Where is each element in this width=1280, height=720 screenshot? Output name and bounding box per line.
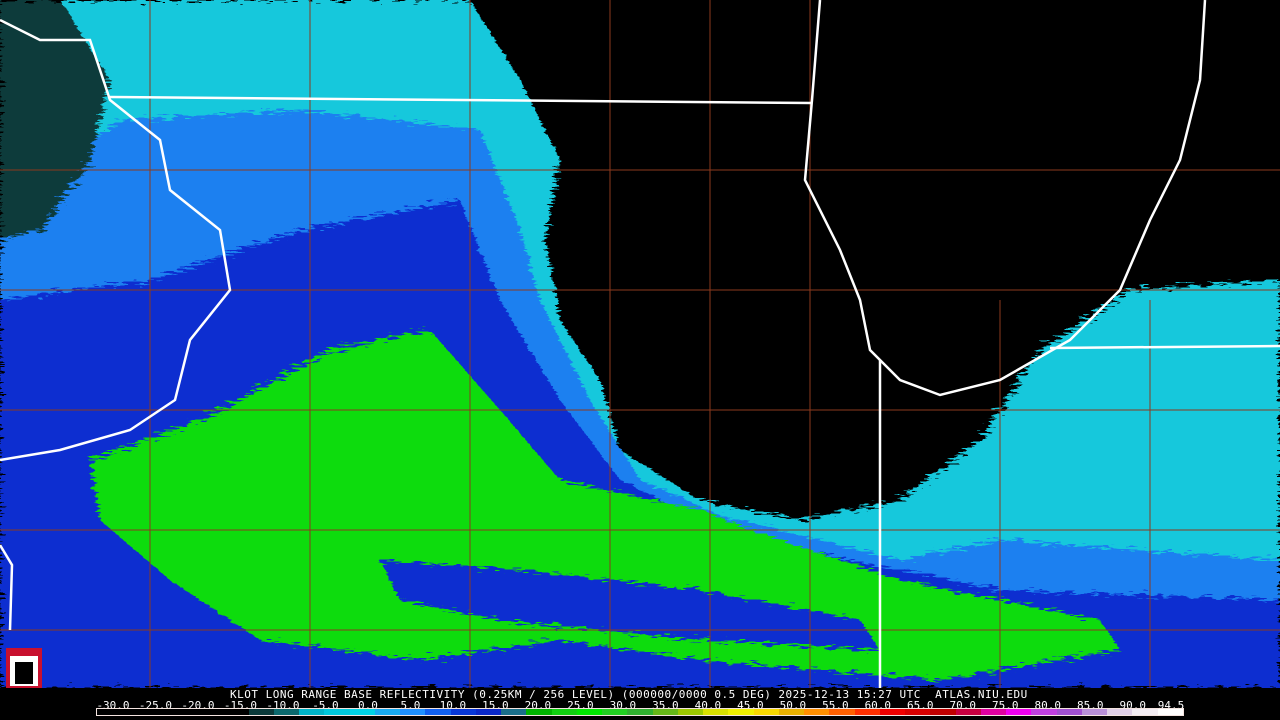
color-swatch xyxy=(1081,709,1107,715)
color-swatch xyxy=(248,709,274,715)
color-swatch xyxy=(753,709,779,715)
color-scale-bar xyxy=(96,708,1184,716)
echo-dark-band xyxy=(0,0,110,240)
color-swatch xyxy=(1056,709,1082,715)
color-swatch xyxy=(652,709,678,715)
color-swatch xyxy=(551,709,577,715)
color-swatch xyxy=(879,709,905,715)
color-swatch xyxy=(804,709,830,715)
echo-blue-band xyxy=(380,560,880,650)
color-swatch xyxy=(425,709,451,715)
color-swatch xyxy=(526,709,552,715)
color-swatch xyxy=(273,709,299,715)
color-swatch xyxy=(223,709,249,715)
color-swatch xyxy=(854,709,880,715)
color-swatch xyxy=(501,709,527,715)
color-swatch xyxy=(172,709,198,715)
color-swatch xyxy=(955,709,981,715)
color-swatch xyxy=(980,709,1006,715)
color-swatch xyxy=(703,709,729,715)
color-swatch xyxy=(778,709,804,715)
color-swatch xyxy=(349,709,375,715)
reflectivity-echoes xyxy=(0,0,1280,688)
color-swatch xyxy=(400,709,426,715)
color-swatch xyxy=(450,709,476,715)
color-swatch xyxy=(1157,709,1183,715)
color-swatch xyxy=(147,709,173,715)
color-swatch xyxy=(905,709,931,715)
color-swatch xyxy=(1031,709,1057,715)
color-swatch xyxy=(576,709,602,715)
county-boundaries xyxy=(0,0,1280,688)
color-swatch xyxy=(602,709,628,715)
color-swatch xyxy=(728,709,754,715)
color-swatch xyxy=(97,709,123,715)
echo-green xyxy=(90,330,1120,680)
product-title: KLOT LONG RANGE BASE REFLECTIVITY (0.25K… xyxy=(230,688,1028,701)
color-swatch xyxy=(677,709,703,715)
color-swatch xyxy=(299,709,325,715)
color-swatch xyxy=(374,709,400,715)
radar-map xyxy=(0,0,1280,688)
color-swatch xyxy=(122,709,148,715)
color-swatch xyxy=(930,709,956,715)
color-swatch xyxy=(475,709,501,715)
color-swatch xyxy=(1107,709,1133,715)
color-swatch xyxy=(198,709,224,715)
color-swatch xyxy=(1006,709,1032,715)
color-swatch xyxy=(1132,709,1158,715)
color-swatch xyxy=(324,709,350,715)
state-boundaries xyxy=(0,0,1280,688)
color-swatch xyxy=(829,709,855,715)
color-swatch xyxy=(627,709,653,715)
